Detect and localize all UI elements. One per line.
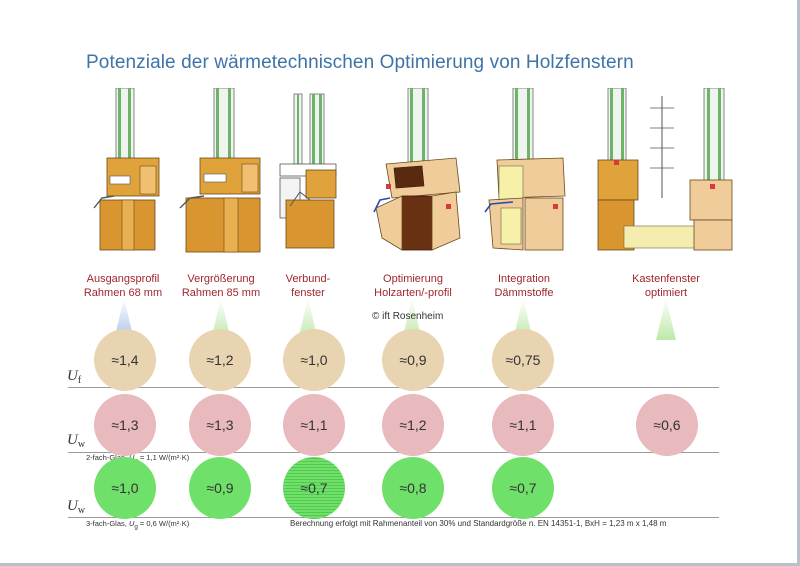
uw2-value-4: ≈1,2 [382,394,444,456]
note-3fach-glas: 3-fach-Glas, Ug = 0,6 W/(m²·K) [86,519,190,531]
row-divider-uf [68,387,719,388]
window-profile-6 [597,88,733,251]
uw2-value-2: ≈1,3 [189,394,251,456]
uf-value-3: ≈1,0 [283,329,345,391]
uw3-value-1: ≈1,0 [94,457,156,519]
window-profile-4 [373,88,461,251]
page-title: Potenziale der wärmetechnischen Optimier… [86,52,634,73]
window-profile-1 [93,88,160,251]
copyright: © ift Rosenheim [372,311,444,322]
window-profile-5 [484,88,566,251]
beam-6 [656,298,676,340]
label-uw-3fach: Uw [67,498,86,516]
caption-ausgangsprofil: Ausgangsprofil Rahmen 68 mm [83,273,163,299]
uf-value-4: ≈0,9 [382,329,444,391]
caption-vergroesserung: Vergrößerung Rahmen 85 mm [181,273,261,299]
uf-value-1: ≈1,4 [94,329,156,391]
uw3-value-3: ≈0,7 [283,457,345,519]
uw2-value-3: ≈1,1 [283,394,345,456]
label-uf: Uf [67,368,82,386]
caption-optimierung: Optimierung Holzarten/-profil [374,273,452,299]
uf-value-5: ≈0,75 [492,329,554,391]
uf-value-2: ≈1,2 [189,329,251,391]
uw3-value-5: ≈0,7 [492,457,554,519]
uw2-value-6: ≈0,6 [636,394,698,456]
caption-kastenfenster: Kastenfenster optimiert [632,273,700,299]
uw2-value-1: ≈1,3 [94,394,156,456]
window-profile-2 [179,88,261,253]
caption-integration: Integration Dämmstoffe [494,273,554,299]
row-divider-uw3 [68,517,719,518]
label-uw-2fach: Uw [67,432,86,450]
caption-verbundfenster: Verbund-fenster [285,273,331,299]
uw2-value-5: ≈1,1 [492,394,554,456]
uw3-value-2: ≈0,9 [189,457,251,519]
calculation-footnote: Berechnung erfolgt mit Rahmenanteil von … [290,519,667,528]
row-divider-uw2 [68,452,719,453]
window-profile-3 [279,93,337,249]
uw3-value-4: ≈0,8 [382,457,444,519]
